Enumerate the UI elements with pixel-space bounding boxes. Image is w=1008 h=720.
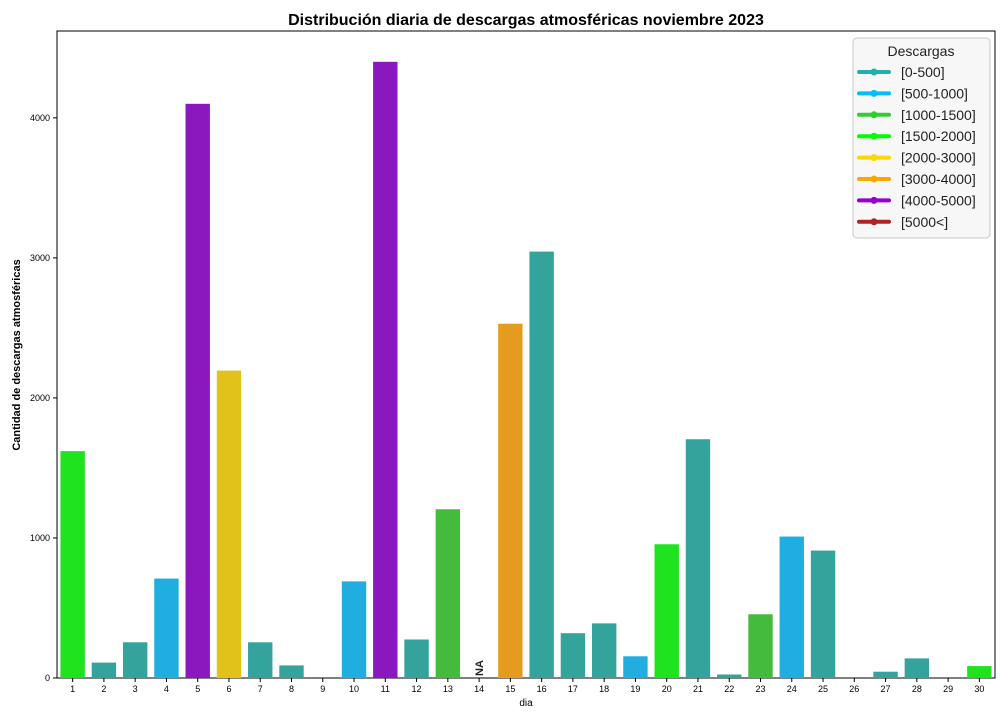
bar-day-17 [560, 633, 586, 678]
bar-day-16 [529, 251, 554, 678]
x-tick-label: 16 [537, 684, 547, 694]
x-tick-label: 10 [349, 684, 359, 694]
x-tick-label: 5 [195, 684, 200, 694]
legend-box [852, 37, 991, 239]
x-tick-label: 20 [662, 684, 672, 694]
legend-marker [870, 68, 878, 76]
bar-day-28 [904, 658, 930, 678]
legend-entry-label: [1500-2000] [901, 128, 976, 144]
bar-day-5 [185, 103, 210, 678]
legend-entry-label: [500-1000] [901, 85, 968, 101]
x-tick-label: 3 [133, 684, 138, 694]
x-axis-ticks: 1 2 3 4 5 6 7 8 9 10 11 12 13 14 15 16 17 18 19 20 21 22 23 24 2… [70, 678, 984, 694]
bar-day-23 [748, 614, 773, 678]
legend-marker [870, 218, 878, 226]
bar-day-11 [373, 61, 398, 679]
bar-day-8 [279, 665, 304, 678]
bar-day-30 [967, 666, 992, 678]
bar-day-10 [341, 581, 367, 678]
x-tick-label: 15 [505, 684, 515, 694]
legend: Descargas [0-500] [500-1000] [1000-1500] [1… [852, 37, 991, 239]
x-tick-label: 27 [881, 684, 891, 694]
x-tick-label: 18 [599, 684, 609, 694]
x-tick-label: 25 [818, 684, 828, 694]
legend-entry-label: [5000<] [901, 214, 948, 230]
y-tick-label: 3000 [30, 253, 50, 263]
x-tick-label: 7 [258, 684, 263, 694]
x-tick-label: 14 [474, 684, 484, 694]
x-tick-label: 17 [568, 684, 578, 694]
legend-entry-label: [2000-3000] [901, 150, 976, 166]
y-tick-label: 1000 [30, 533, 50, 543]
bar-day-12 [404, 639, 429, 678]
chart-title: Distribución diaria de descargas atmosfé… [288, 12, 764, 29]
y-axis-ticks: 0 1000 2000 3000 4000 [30, 113, 57, 683]
legend-entry-label: [1000-1500] [901, 107, 976, 123]
x-tick-label: 23 [755, 684, 765, 694]
x-tick-label: 24 [787, 684, 797, 694]
x-tick-label: 11 [381, 684, 390, 694]
y-tick-label: 4000 [30, 113, 50, 123]
bar-day-7 [248, 642, 273, 678]
bar-day-22 [717, 674, 742, 678]
x-tick-label: 13 [443, 684, 453, 694]
x-tick-label: 22 [724, 684, 734, 694]
bar-day-24 [779, 536, 804, 678]
bar-day-19 [623, 656, 648, 678]
x-tick-label: 8 [289, 684, 294, 694]
x-tick-label: 6 [226, 684, 231, 694]
bar-day-20 [654, 544, 679, 678]
legend-title: Descargas [888, 43, 955, 59]
legend-marker [870, 111, 878, 119]
legend-entries: [0-500] [500-1000] [1000-1500] [1500-2000] [… [857, 64, 976, 230]
missing-label-day-14: NA [474, 660, 486, 676]
y-tick-label: 2000 [30, 393, 50, 403]
bar-day-4 [154, 578, 179, 678]
legend-marker [870, 175, 878, 183]
bar-day-13 [435, 509, 461, 678]
y-tick-label: 0 [45, 673, 50, 683]
x-tick-label: 26 [849, 684, 859, 694]
bar-day-27 [873, 671, 898, 678]
legend-entry-label: [3000-4000] [901, 171, 976, 187]
x-tick-label: 19 [630, 684, 640, 694]
legend-marker [870, 154, 878, 162]
y-axis-label: Cantidad de descargas atmosféricas [11, 259, 23, 450]
bars: NA [60, 61, 992, 679]
x-tick-label: 30 [974, 684, 984, 694]
bar-day-21 [685, 439, 711, 678]
x-tick-label: 21 [693, 684, 703, 694]
legend-marker [870, 89, 878, 97]
x-tick-label: 2 [101, 684, 106, 694]
legend-entry-label: [0-500] [901, 64, 945, 80]
bar-day-3 [122, 642, 148, 678]
bar-day-18 [591, 623, 617, 678]
bar-day-6 [216, 370, 242, 678]
x-tick-label: 28 [912, 684, 922, 694]
x-tick-label: 9 [320, 684, 325, 694]
bar-day-2 [91, 662, 117, 678]
x-axis-label: dia [519, 698, 533, 709]
bar-day-25 [810, 550, 836, 678]
plot-frame [56, 30, 996, 679]
x-tick-label: 12 [412, 684, 422, 694]
x-tick-label: 1 [70, 684, 75, 694]
bar-day-1 [60, 451, 85, 678]
x-tick-label: 29 [943, 684, 953, 694]
legend-marker [870, 196, 878, 204]
x-tick-label: 4 [164, 684, 169, 694]
legend-entry-label: [4000-5000] [901, 192, 976, 208]
bar-day-15 [498, 323, 523, 678]
legend-marker [870, 132, 878, 140]
